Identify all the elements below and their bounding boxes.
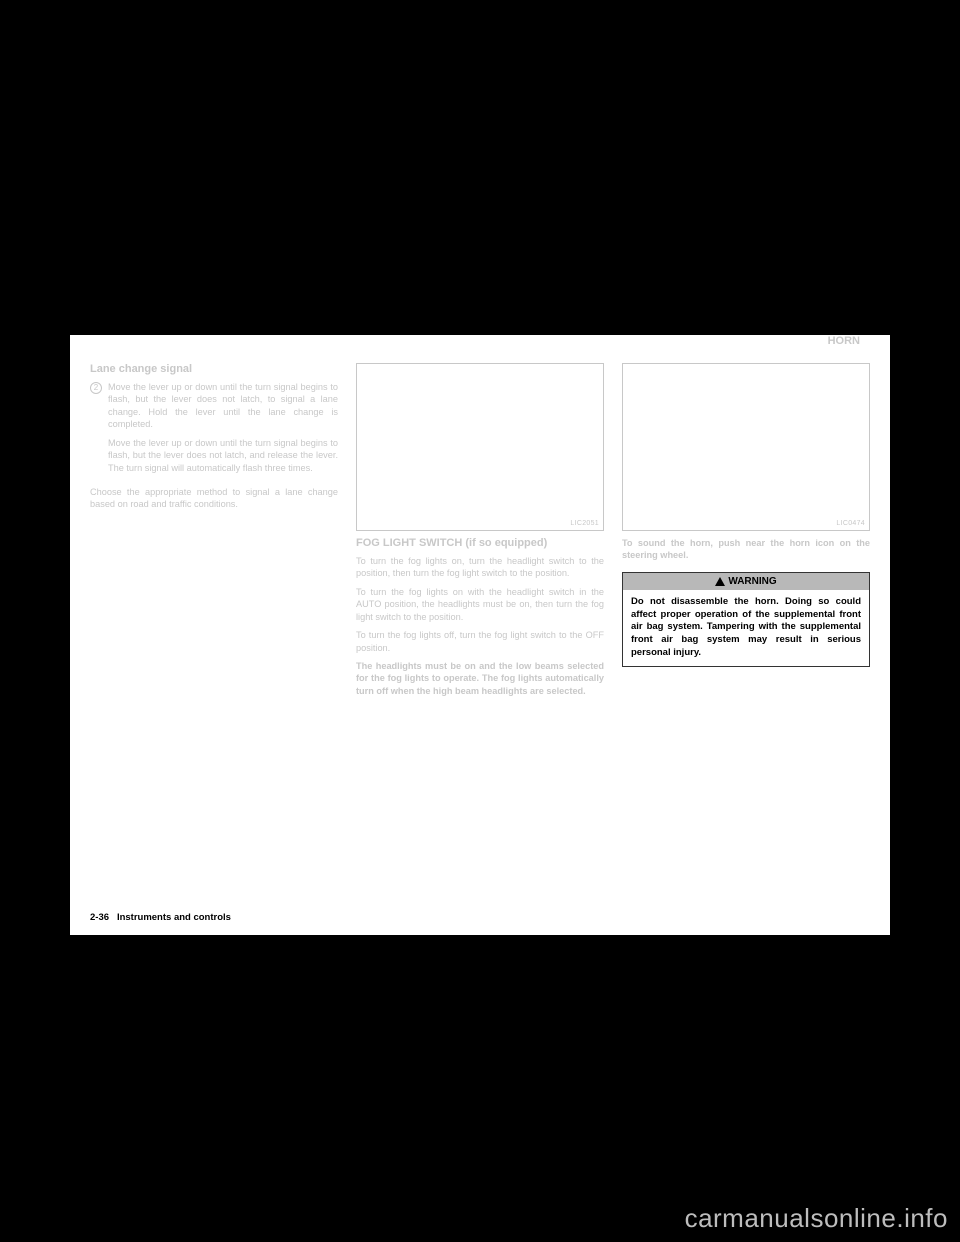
horn-lead-text: To sound the horn, push near the horn ic… [622,537,870,562]
figure-code: LIC0474 [836,520,865,527]
page-footer: 2-36 Instruments and controls [90,912,231,923]
warning-box: WARNING Do not disassemble the horn. Doi… [622,572,870,667]
body-text: Choose the appropriate method to signal … [90,486,338,511]
warning-body-text: Do not disassemble the horn. Doing so co… [623,590,869,666]
page-number: 2-36 [90,912,109,923]
manual-page: HORN Lane change signal 2 Move the lever… [70,335,890,935]
figure-placeholder: LIC0474 [622,363,870,531]
warning-label: WARNING [728,576,776,587]
content-columns: Lane change signal 2 Move the lever up o… [90,363,870,703]
section-header: HORN [828,335,860,347]
body-text-bold: The headlights must be on and the low be… [356,660,604,697]
figure-code: LIC2051 [570,520,599,527]
footer-section: Instruments and controls [117,912,231,923]
warning-header: WARNING [623,573,869,590]
body-text: To turn the fog lights on, turn the head… [356,555,604,580]
watermark-text: carmanualsonline.info [685,1203,948,1234]
lane-change-heading: Lane change signal [90,363,338,375]
body-text: To turn the fog lights off, turn the fog… [356,629,604,654]
body-text: Move the lever up or down until the turn… [108,437,338,474]
item-number-icon: 2 [90,382,102,394]
column-left: Lane change signal 2 Move the lever up o… [90,363,338,703]
column-right: LIC0474 To sound the horn, push near the… [622,363,870,703]
warning-triangle-icon [715,577,725,586]
column-middle: LIC2051 FOG LIGHT SWITCH (if so equipped… [356,363,604,703]
list-item: 2 Move the lever up or down until the tu… [90,381,338,480]
body-text: To turn the fog lights on with the headl… [356,586,604,623]
fog-light-heading: FOG LIGHT SWITCH (if so equipped) [356,537,604,549]
figure-placeholder: LIC2051 [356,363,604,531]
body-text: Move the lever up or down until the turn… [108,381,338,431]
